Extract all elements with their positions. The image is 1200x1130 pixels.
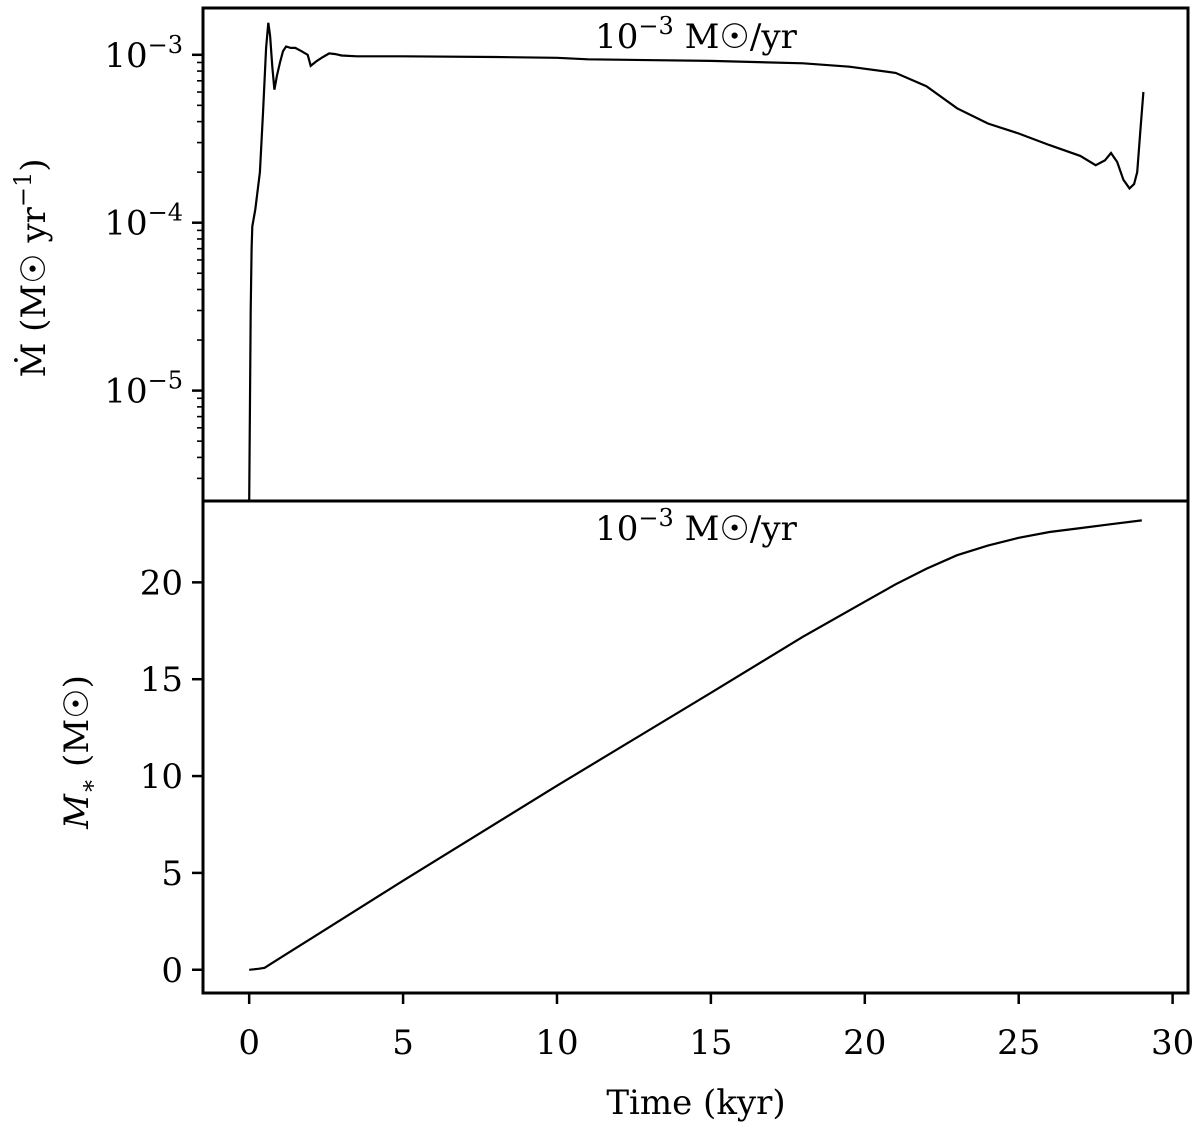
bottom-x-ticks <box>247 993 1174 1004</box>
mdot-series-line <box>248 22 1145 502</box>
bottom-panel: 0 5 10 15 20 0 5 10 15 20 25 30 10−3 M☉/yr M∗ (M☉)… <box>57 499 1194 1123</box>
bottom-y-tick-labels: 0 5 10 15 20 <box>140 563 183 990</box>
bottom-x-tick-labels: 0 5 10 15 20 25 30 <box>238 1023 1194 1063</box>
bottom-y-tick-label: 20 <box>140 563 183 603</box>
top-y-tick-label: 10−4 <box>104 199 183 244</box>
top-y-tick-labels: 10−5 10−4 10−3 <box>104 31 183 412</box>
bottom-panel-title: 10−3 M☉/yr <box>595 504 797 549</box>
bottom-plot-frame <box>201 499 1190 995</box>
top-panel: 10−5 10−4 10−3 10−3 M☉/yr Ṁ (M☉ yr−1) <box>9 6 1190 503</box>
x-tick-label: 10 <box>535 1023 578 1063</box>
bottom-y-tick-label: 10 <box>140 757 183 797</box>
mstar-series-line <box>249 519 1142 971</box>
top-panel-title: 10−3 M☉/yr <box>595 12 797 57</box>
top-y-tick-label: 10−5 <box>104 367 183 412</box>
top-y-ticks <box>192 53 203 480</box>
x-tick-label: 25 <box>997 1023 1040 1063</box>
x-tick-label: 15 <box>689 1023 732 1063</box>
x-tick-label: 0 <box>238 1023 260 1063</box>
x-axis-label: Time (kyr) <box>606 1083 785 1123</box>
x-tick-label: 30 <box>1151 1023 1194 1063</box>
top-y-axis-label: Ṁ (M☉ yr−1) <box>9 158 54 377</box>
bottom-y-tick-label: 5 <box>161 854 183 894</box>
bottom-y-ticks <box>192 581 203 972</box>
bottom-y-tick-label: 0 <box>161 951 183 991</box>
top-y-tick-label: 10−3 <box>104 31 183 76</box>
x-tick-label: 5 <box>392 1023 414 1063</box>
bottom-y-tick-label: 15 <box>140 660 183 700</box>
bottom-y-axis-label: M∗ (M☉) <box>57 675 102 830</box>
x-tick-label: 20 <box>843 1023 886 1063</box>
top-plot-frame <box>201 6 1190 503</box>
